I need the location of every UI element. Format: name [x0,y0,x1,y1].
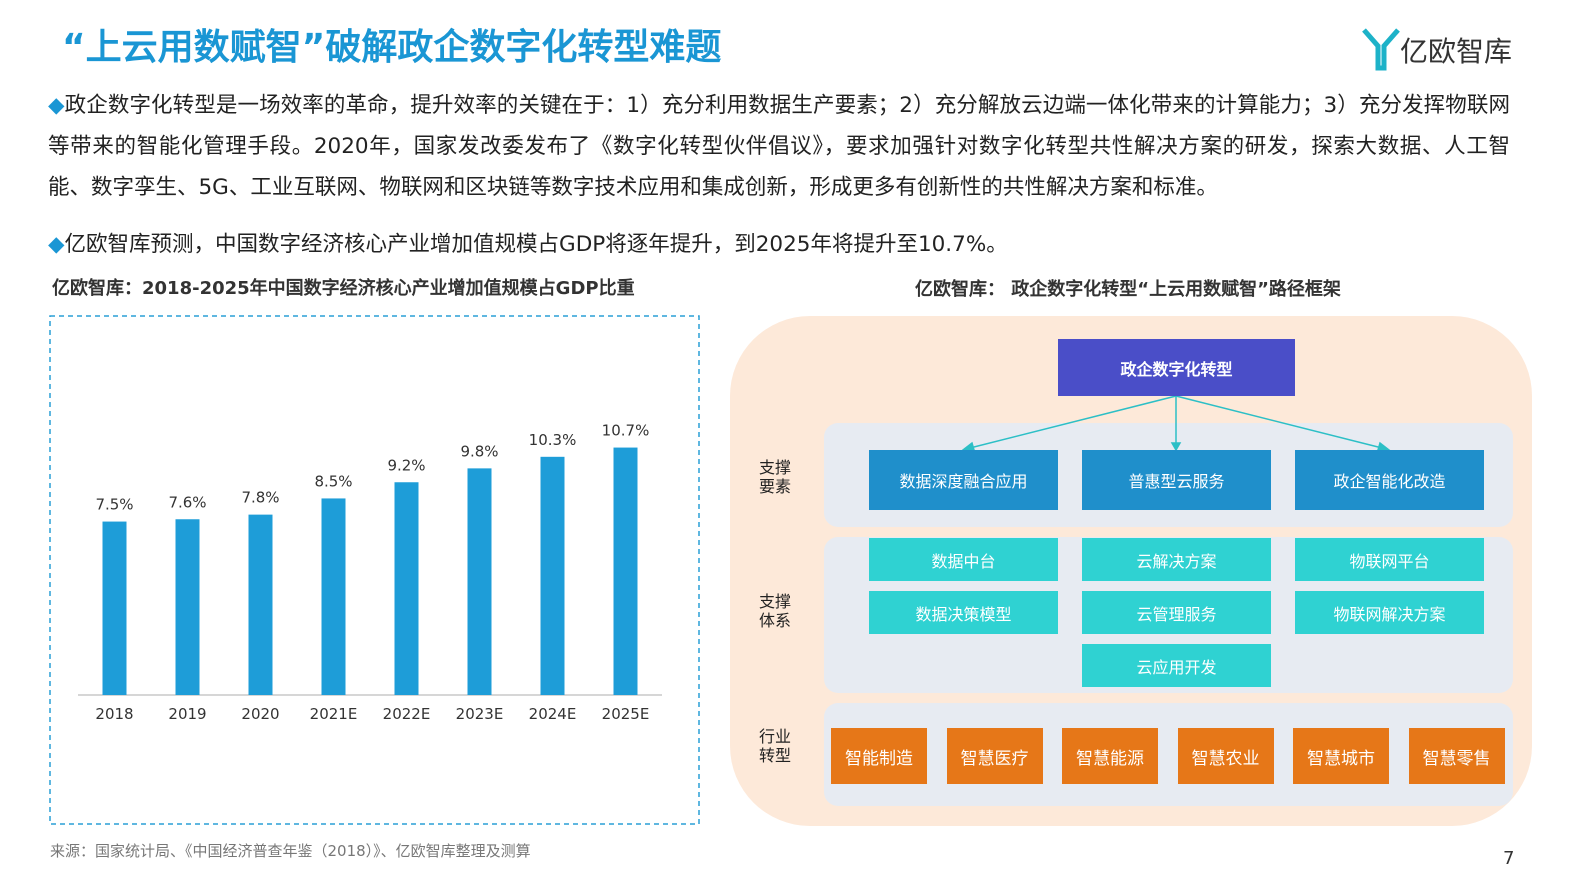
x-tick-label: 2024E [529,705,577,723]
value-label: 9.8% [460,442,498,460]
page-number: 7 [1503,848,1515,869]
diagram-box: 政企智能化改造 [1295,450,1484,510]
x-tick-label: 2022E [383,705,431,723]
diagram-box: 云管理服务 [1082,591,1271,634]
x-tick-label: 2025E [602,705,650,723]
chart-frame [49,315,700,825]
layer-label: 要素 [758,477,791,496]
logo-icon [1362,28,1400,71]
diagram-title: 亿欧智库： 政企数字化转型“上云用数赋智”路径框架 [915,279,1341,300]
paragraph: 亿欧智库预测，中国数字经济核心产业增加值规模占GDP将逐年提升，到2025年将提… [48,224,1510,265]
chart-title: 亿欧智库：2018-2025年中国数字经济核心产业增加值规模占GDP比重 [52,278,635,299]
diagram-box: 数据深度融合应用 [869,450,1058,510]
diagram-box: 智慧城市 [1293,728,1389,784]
x-tick-label: 2020 [241,705,279,723]
diagram-box: 物联网解决方案 [1295,591,1484,634]
x-tick-label: 2018 [95,705,133,723]
x-tick-label: 2021E [310,705,358,723]
value-label: 7.8% [241,489,279,507]
layer-label: 转型 [758,746,791,765]
logo: 亿欧智库 [1400,35,1513,68]
page-title: “上云用数赋智”破解政企数字化转型难题 [62,27,722,68]
bar [321,498,346,695]
x-tick-label: 2023E [456,705,504,723]
paragraph: 政企数字化转型是一场效率的革命，提升效率的关键在于：1）充分利用数据生产要素；2… [48,85,1510,208]
value-label: 10.7% [602,422,650,440]
bar [613,447,638,695]
value-label: 7.5% [95,496,133,514]
value-label: 7.6% [168,493,206,511]
layer-label: 行业 [758,727,791,746]
diagram-box: 物联网平台 [1295,538,1484,581]
arrows [960,395,1392,452]
bar [175,519,200,695]
bar [467,468,492,695]
source: 来源：国家统计局、《中国经济普查年鉴（2018）》、亿欧智库整理及测算 [50,842,531,860]
bar [394,482,419,695]
value-label: 8.5% [314,472,352,490]
diagram-box: 数据中台 [869,538,1058,581]
diagram-box: 智慧农业 [1177,728,1274,784]
diagram-box: 云解决方案 [1082,538,1271,581]
bar [540,456,565,695]
layer-label: 支撑 [758,592,791,611]
layer-label: 支撑 [758,458,791,477]
diagram-box: 智慧零售 [1408,728,1505,784]
diagram-box: 云应用开发 [1082,644,1271,687]
bar [102,521,127,695]
diagram-box: 普惠型云服务 [1082,450,1271,510]
diagram-box: 政企数字化转型 [1058,339,1295,396]
diagram-box: 智慧医疗 [946,728,1043,784]
diagram-box: 数据决策模型 [869,591,1058,634]
diagram-box: 智慧能源 [1062,728,1158,784]
bar [248,514,273,695]
value-label: 10.3% [529,431,577,449]
layer-label: 体系 [758,611,791,630]
value-label: 9.2% [387,456,425,474]
x-tick-label: 2019 [168,705,206,723]
diagram-box: 智能制造 [831,728,927,784]
